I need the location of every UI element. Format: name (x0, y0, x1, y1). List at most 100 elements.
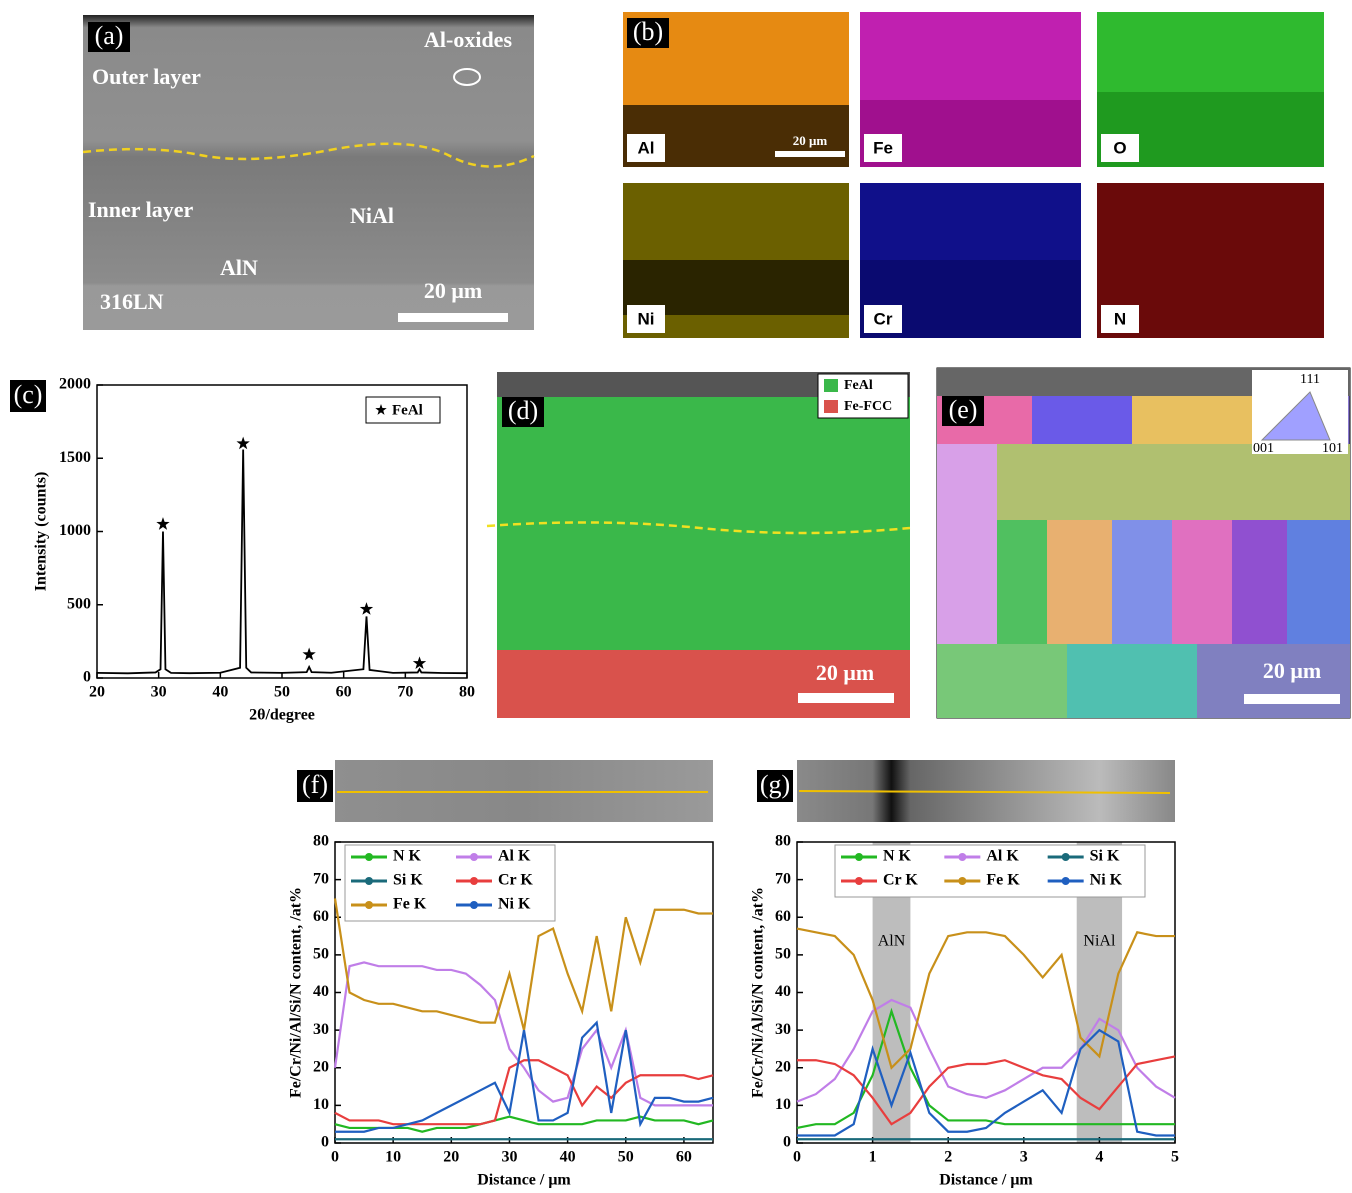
tile-label: Fe (873, 138, 893, 157)
annotation: 316LN (100, 289, 164, 314)
panel-label: (c) (14, 380, 43, 409)
legend-label: Si K (393, 872, 423, 889)
legend-label: Ni K (498, 896, 531, 913)
tile-label: Cr (874, 309, 893, 328)
legend-marker (365, 853, 373, 861)
legend-marker (470, 877, 478, 885)
tile-label: Al (638, 138, 655, 157)
y-tick-label: 70 (313, 870, 329, 887)
legend-marker (958, 877, 966, 885)
panel-b: (b) 20 μm (623, 12, 1324, 338)
legend-marker (470, 901, 478, 909)
y-tick-label: 80 (313, 833, 329, 850)
legend-label: N K (883, 848, 912, 865)
legend-marker (855, 853, 863, 861)
x-tick-label: 0 (331, 1149, 339, 1166)
annotation: AlN (220, 255, 258, 280)
y-tick-label: 80 (775, 833, 791, 850)
y-tick-label: 0 (321, 1134, 329, 1151)
ipf-grain (1047, 520, 1112, 644)
ipf-grain (1172, 520, 1232, 644)
legend-label: FeAl (392, 402, 423, 418)
x-tick-label: 60 (336, 684, 352, 701)
ipf-grain (997, 520, 1047, 644)
y-tick-label: 50 (313, 946, 329, 963)
spectrum-line (97, 449, 467, 673)
y-tick-label: 30 (313, 1021, 329, 1038)
legend-marker (365, 877, 373, 885)
y-tick-label: 0 (783, 1134, 791, 1151)
x-axis-label: Distance / μm (939, 1172, 1033, 1189)
legend-marker (1062, 853, 1070, 861)
peak-star (302, 648, 315, 661)
legend-label: Fe-FCC (844, 399, 892, 414)
x-tick-label: 1 (869, 1149, 877, 1166)
x-tick-label: 60 (676, 1149, 692, 1166)
ipf-grain (1112, 520, 1172, 644)
y-tick-label: 500 (67, 595, 91, 612)
band-label: AlN (878, 933, 906, 950)
y-tick-label: 20 (775, 1058, 791, 1075)
annotation: Inner layer (88, 197, 194, 222)
y-tick-label: 1500 (59, 449, 91, 466)
tile-label: N (1114, 309, 1126, 328)
x-tick-label: 40 (212, 684, 228, 701)
panel-label: (g) (760, 770, 790, 799)
annotation: NiAl (350, 203, 394, 228)
x-tick-label: 10 (385, 1149, 401, 1166)
peak-star (236, 437, 249, 450)
legend-label: Fe K (393, 896, 427, 913)
annotation: Al-oxides (424, 27, 512, 52)
scale-bar (798, 693, 894, 703)
scale-label: 20 μm (424, 278, 482, 303)
legend-marker (958, 853, 966, 861)
tile-label: Ni (638, 309, 655, 328)
ipf-grain (997, 444, 1350, 520)
y-tick-label: 40 (313, 983, 329, 1000)
legend-label: Cr K (883, 872, 918, 889)
key-label: 101 (1322, 441, 1343, 456)
panel-e: (e) 111 001 101 20 μm (937, 368, 1350, 718)
x-tick-label: 30 (501, 1149, 517, 1166)
series-line (335, 1060, 713, 1124)
legend-label: Cr K (498, 872, 533, 889)
y-tick-label: 10 (775, 1096, 791, 1113)
legend-marker (855, 877, 863, 885)
peak-star (360, 602, 373, 615)
x-tick-label: 80 (459, 684, 475, 701)
key-label: 001 (1253, 441, 1274, 456)
legend-marker (1062, 877, 1070, 885)
x-tick-label: 70 (397, 684, 413, 701)
annotation: Outer layer (92, 64, 201, 89)
ipf-grain (937, 444, 997, 644)
panel-label: (b) (633, 17, 663, 46)
legend-swatch (824, 379, 838, 392)
scale-label: 20 μm (1263, 658, 1321, 683)
legend-label: N K (393, 848, 422, 865)
y-axis-label: Fe/Cr/Ni/Al/Si/N content, /at% (750, 887, 767, 1098)
peak-star (156, 517, 169, 530)
legend-label: FeAl (844, 378, 873, 393)
legend-label: Fe K (986, 872, 1020, 889)
legend-label: Si K (1090, 848, 1120, 865)
x-tick-label: 40 (560, 1149, 576, 1166)
legend-label: Al K (498, 848, 531, 865)
panel-label: (a) (95, 21, 124, 50)
panel-label: (e) (949, 395, 978, 424)
y-tick-label: 50 (775, 946, 791, 963)
ipf-grain (1132, 396, 1252, 444)
x-tick-label: 0 (793, 1149, 801, 1166)
y-tick-label: 40 (775, 983, 791, 1000)
ipf-grain (1232, 520, 1287, 644)
x-tick-label: 3 (1020, 1149, 1028, 1166)
panel-label: (f) (302, 770, 328, 799)
legend-swatch (824, 400, 838, 413)
y-tick-label: 30 (775, 1021, 791, 1038)
ipf-grain (1287, 520, 1350, 644)
legend-marker (365, 901, 373, 909)
y-axis-label: Fe/Cr/Ni/Al/Si/N content, /at% (288, 887, 305, 1098)
x-tick-label: 20 (443, 1149, 459, 1166)
tile-label: O (1113, 138, 1126, 157)
plot-frame (97, 385, 467, 678)
legend-label: Ni K (1090, 872, 1123, 889)
